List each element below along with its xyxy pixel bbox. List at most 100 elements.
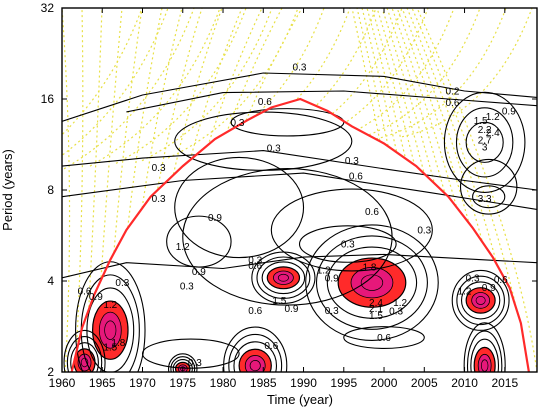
power-contour xyxy=(460,281,501,320)
hatch-line xyxy=(114,8,163,372)
contour-label: 0.9 xyxy=(208,213,222,224)
contour-ring xyxy=(360,274,384,291)
power-contour-open xyxy=(62,150,537,191)
power-contour-open xyxy=(62,172,537,210)
contour-label: 0.3 xyxy=(345,156,359,167)
power-contour xyxy=(463,322,506,372)
contour-label: 0.3 xyxy=(325,306,339,317)
hatch-line xyxy=(245,8,377,152)
power-contour xyxy=(261,261,306,295)
contour-label: 0.9 xyxy=(192,267,206,278)
x-axis-title: Time (year) xyxy=(267,392,333,407)
contour-label: 1.2 xyxy=(176,242,190,253)
contour-label: 0.3 xyxy=(341,240,355,251)
power-contour xyxy=(141,338,240,369)
power-contour-open xyxy=(62,253,537,279)
hatch-line xyxy=(416,8,537,372)
hatch-line xyxy=(375,8,507,140)
hatch-line xyxy=(165,8,263,372)
contour-label: 0.3 xyxy=(466,273,480,284)
contour-label: 2.4 xyxy=(369,298,383,309)
hatch-line xyxy=(271,8,403,149)
x-tick-label: 1965 xyxy=(89,376,116,390)
hatch-line xyxy=(323,8,455,145)
contour-label: 0.6 xyxy=(258,97,272,108)
power-contour xyxy=(455,107,514,178)
power-contour xyxy=(172,358,193,372)
contour-label: 1.8 xyxy=(111,338,125,349)
power-contour xyxy=(228,333,283,372)
hatch-line xyxy=(62,8,143,136)
contour-label: 0.9 xyxy=(482,283,496,294)
power-contour xyxy=(343,326,425,350)
power-contour xyxy=(233,341,278,372)
hatch-line xyxy=(89,8,221,167)
x-tick-label: 2000 xyxy=(371,376,398,390)
y-tick-label: 32 xyxy=(41,1,55,15)
y-axis-ticks: 2 4 8 16 32 xyxy=(41,1,537,379)
contour-label: 0.6 xyxy=(494,275,508,286)
power-contour xyxy=(270,188,433,272)
hatch-line xyxy=(349,8,481,142)
hatch-line xyxy=(63,8,195,170)
x-tick-label: 1990 xyxy=(290,376,317,390)
contour-ring xyxy=(104,320,117,340)
contour-label: 0.3 xyxy=(293,63,307,74)
contour-label: 1.2 xyxy=(393,298,407,309)
contour-label: 0.3 xyxy=(115,278,129,289)
significant-core xyxy=(471,292,491,309)
power-contour xyxy=(170,356,196,372)
power-contour xyxy=(63,329,106,372)
hatch-line xyxy=(193,8,325,157)
y-tick-label: 2 xyxy=(47,365,54,379)
power-contour-open xyxy=(62,72,537,122)
hatch-line xyxy=(104,8,143,372)
x-tick-label: 2015 xyxy=(491,376,518,390)
power-contour xyxy=(456,275,505,326)
power-contour xyxy=(70,342,99,372)
contour-label: 0.3 xyxy=(389,307,403,318)
contour-ring xyxy=(249,360,261,372)
power-contour xyxy=(451,269,510,331)
contour-labels: 0.30.60.30.30.30.60.30.30.90.60.30.31.20… xyxy=(78,63,517,369)
contour-label: 0.9 xyxy=(89,292,103,303)
power-contour xyxy=(315,235,428,330)
y-tick-label: 4 xyxy=(47,274,54,288)
contour-label: 0.6 xyxy=(349,172,363,183)
contour-label: 0.9 xyxy=(325,273,339,284)
contour-label: 0.6 xyxy=(78,287,92,298)
contour-ring xyxy=(80,357,89,368)
power-contour xyxy=(472,185,506,209)
power-contour xyxy=(459,158,518,215)
contour-label: 0.3 xyxy=(417,225,431,236)
power-contour-open xyxy=(126,90,537,113)
contour-label: 0.3 xyxy=(267,144,281,155)
power-contour xyxy=(223,326,288,372)
power-contour xyxy=(305,224,439,341)
contour-label: 0.9 xyxy=(284,304,298,315)
contour-label: 0.3 xyxy=(231,118,245,129)
significant-core xyxy=(98,311,122,349)
contour-label: 1.2 xyxy=(486,112,500,123)
x-tick-label: 1960 xyxy=(49,376,76,390)
x-axis-ticks: 1960 1965 1970 1975 1980 1985 1990 1995 2000 2005… xyxy=(49,8,518,390)
hatch-line xyxy=(145,8,223,372)
cone-of-influence-line xyxy=(70,97,530,372)
hatch-line xyxy=(62,8,169,157)
hatch-line xyxy=(84,8,103,372)
contour-label: 2.7 xyxy=(478,136,492,147)
significant-core xyxy=(273,270,294,285)
power-contour xyxy=(66,336,103,372)
hatch-line xyxy=(74,8,84,372)
power-contours xyxy=(62,72,537,372)
power-contour xyxy=(298,225,397,263)
x-tick-label: 1995 xyxy=(330,376,357,390)
y-tick-label: 16 xyxy=(41,92,55,106)
contour-label: 1.5 xyxy=(369,311,383,322)
contour-label: 0.3 xyxy=(152,163,166,174)
y-axis-title: Period (years) xyxy=(0,149,15,231)
contour-label: 1.5 xyxy=(272,296,286,307)
contour-label: 2.2 xyxy=(478,125,492,136)
contour-label: 0.6 xyxy=(248,261,262,272)
